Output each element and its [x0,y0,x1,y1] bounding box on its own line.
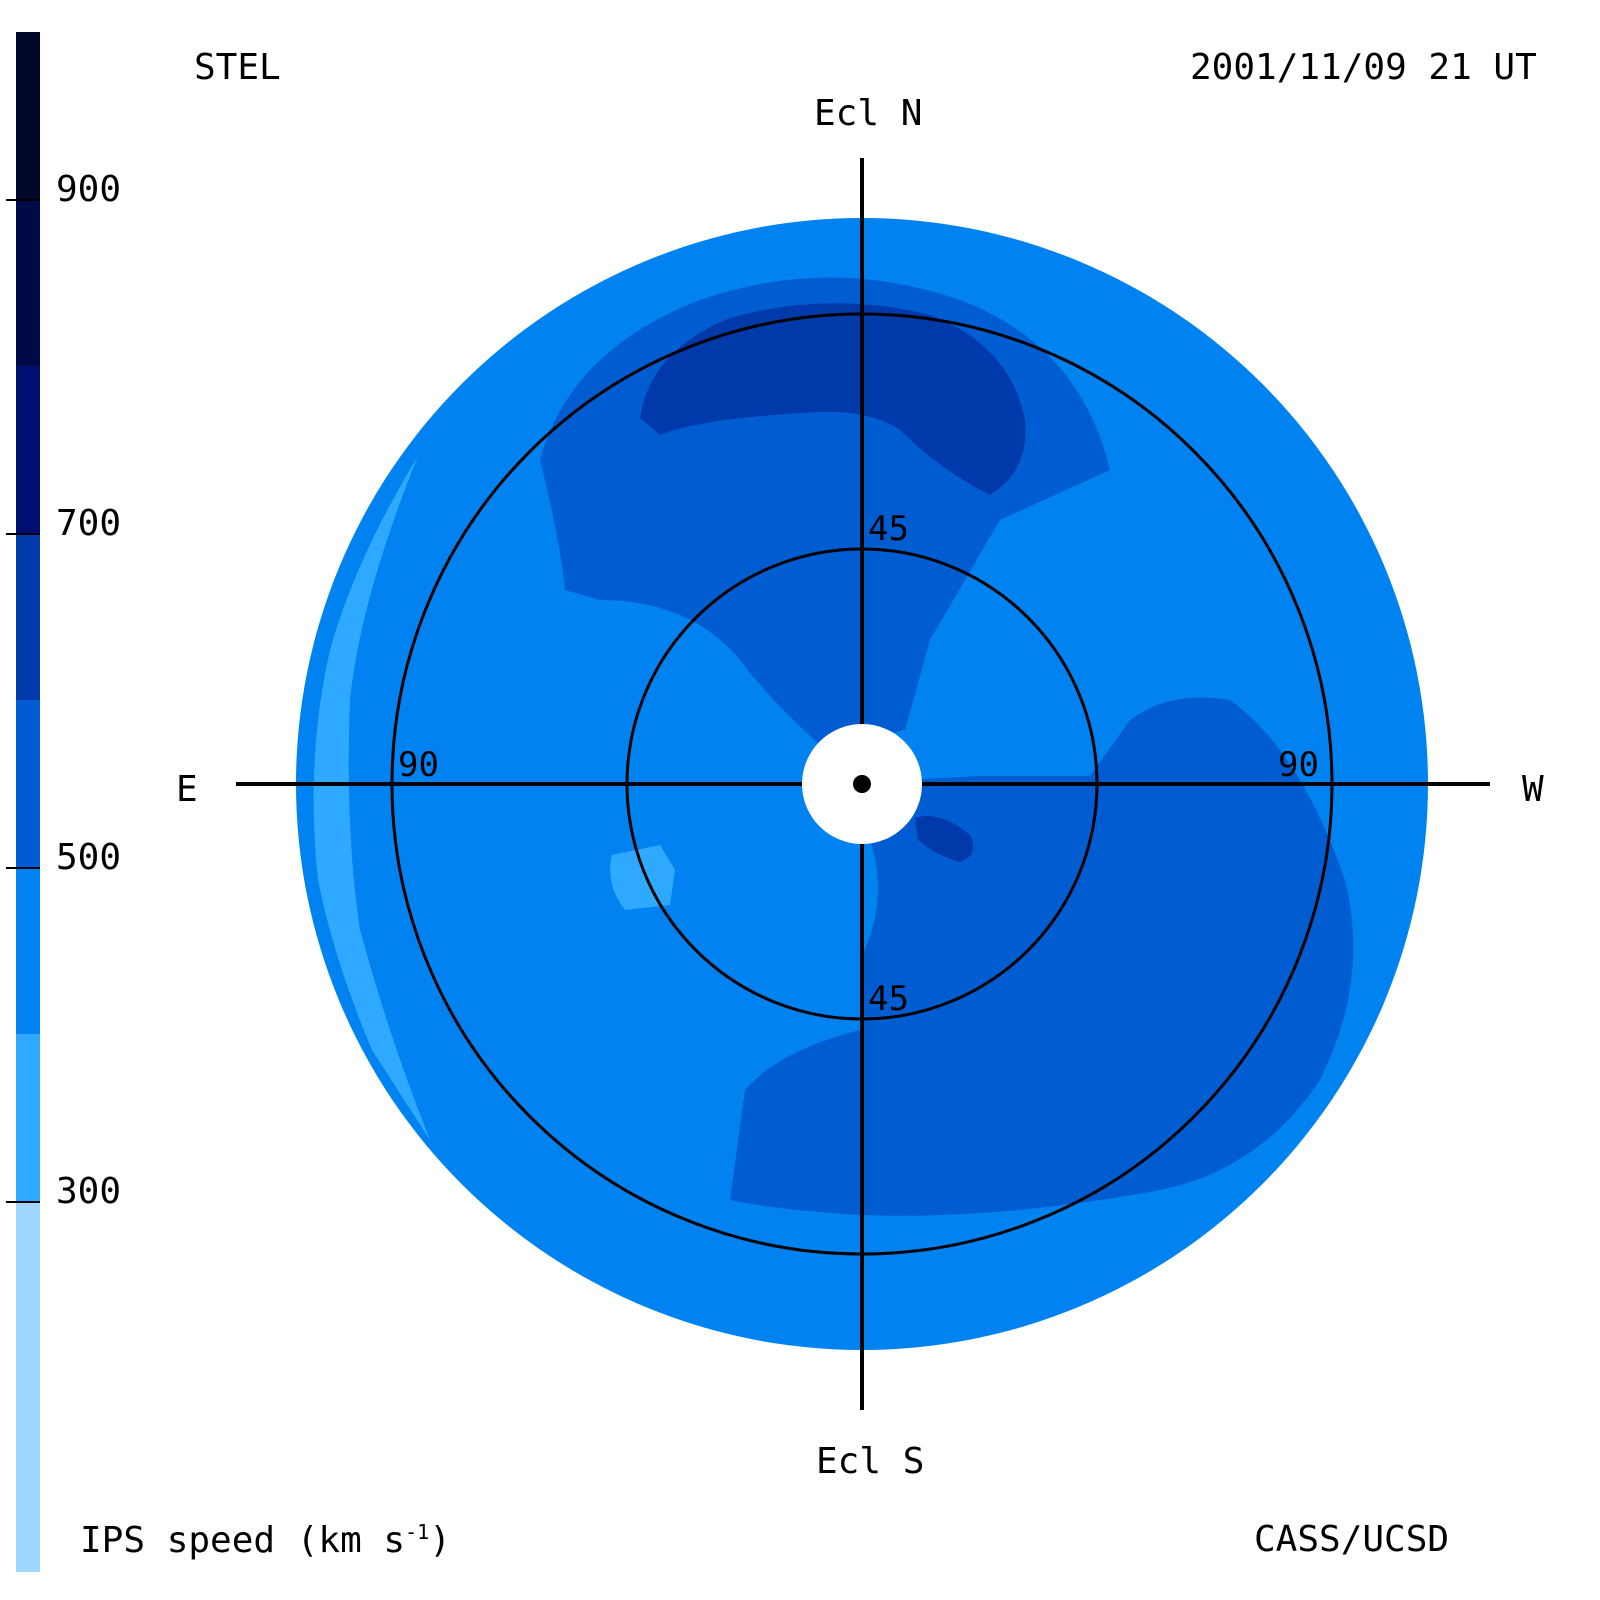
colorbar-tick-mark [6,1201,40,1203]
colorbar-segment [16,32,40,199]
direction-west-label: W [1522,769,1544,810]
colorbar-segment [16,700,40,867]
ring-label-90-left: 90 [398,745,439,785]
colorbar-tick-mark [6,867,40,869]
dark-region-spot [915,816,974,862]
colorbar-segment [16,533,40,700]
ring-label-45-bottom: 45 [868,979,909,1019]
colorbar-tick-300: 300 [56,1171,122,1212]
ring-label-90-right: 90 [1278,745,1319,785]
colorbar-tick-mark [6,533,40,535]
colorbar-tick-900: 900 [56,169,122,210]
colorbar-segment [16,366,40,533]
colorbar-segment [16,1201,40,1572]
dark-region-north [640,303,1026,495]
colorbar-segment [16,1034,40,1201]
edge-light-spot [610,845,675,910]
direction-north-label: Ecl N [814,93,923,134]
direction-south-label: Ecl S [816,1441,925,1482]
edge-light-region [313,456,430,1140]
timestamp-label: 2001/11/09 21 UT [1190,47,1537,88]
sun-marker [853,775,871,793]
observatory-label: STEL [194,47,281,88]
colorbar-tick-700: 700 [56,503,122,544]
credit-label: CASS/UCSD [1254,1519,1450,1560]
colorbar-segment [16,867,40,1034]
speed-colorbar [16,32,40,1572]
colorbar-segment [16,199,40,366]
colorbar-title: IPS speed (km s-1) [80,1520,451,1561]
colorbar-tick-500: 500 [56,837,122,878]
ring-label-45-top: 45 [868,509,909,549]
direction-east-label: E [176,769,198,810]
colorbar-tick-mark [6,199,40,201]
